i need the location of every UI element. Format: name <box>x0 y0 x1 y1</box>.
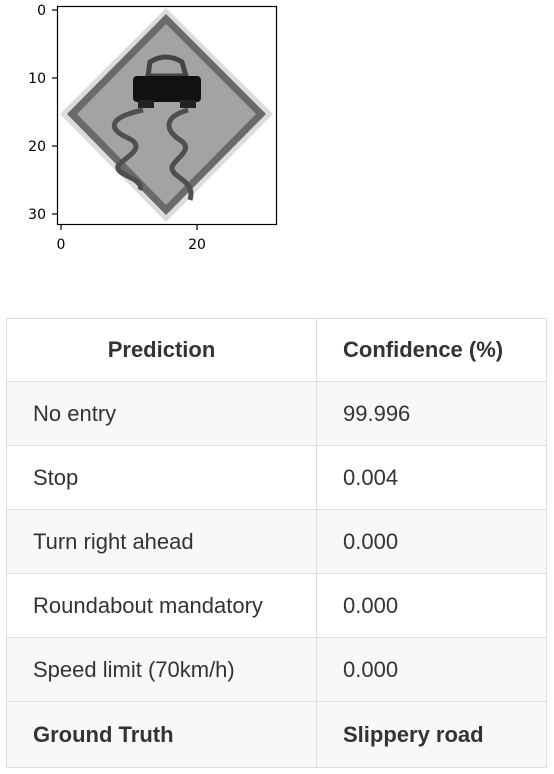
image-plot: 0 10 20 30 0 20 <box>0 0 300 262</box>
ground-truth-row: Ground Truth Slippery road <box>6 701 547 768</box>
prediction-cell: Turn right ahead <box>6 509 317 574</box>
y-tick-label: 10 <box>28 71 46 87</box>
image-plot-svg: 0 10 20 30 0 20 <box>28 3 278 253</box>
prediction-table: Prediction Confidence (%) No entry 99.99… <box>6 318 547 768</box>
table-row: Stop 0.004 <box>6 445 547 510</box>
confidence-header: Confidence (%) <box>316 318 547 382</box>
ground-truth-label: Ground Truth <box>6 701 317 768</box>
x-axis: 0 20 <box>57 224 206 253</box>
table-row: Speed limit (70km/h) 0.000 <box>6 637 547 702</box>
prediction-cell: Stop <box>6 445 317 510</box>
y-axis: 0 10 20 30 <box>28 3 58 223</box>
y-tick-label: 0 <box>37 3 46 19</box>
table-row: No entry 99.996 <box>6 381 547 446</box>
prediction-cell: Roundabout mandatory <box>6 573 317 638</box>
table-row: Roundabout mandatory 0.000 <box>6 573 547 638</box>
confidence-cell: 0.004 <box>316 445 547 510</box>
table-header-row: Prediction Confidence (%) <box>6 318 547 382</box>
prediction-cell: No entry <box>6 381 317 446</box>
table-row: Turn right ahead 0.000 <box>6 509 547 574</box>
confidence-cell: 0.000 <box>316 573 547 638</box>
confidence-cell: 0.000 <box>316 509 547 574</box>
prediction-cell: Speed limit (70km/h) <box>6 637 317 702</box>
slippery-road-sign-icon <box>60 8 273 222</box>
y-tick-label: 20 <box>28 139 46 155</box>
confidence-cell: 0.000 <box>316 637 547 702</box>
confidence-cell: 99.996 <box>316 381 547 446</box>
y-tick-label: 30 <box>28 207 46 223</box>
x-tick-label: 20 <box>188 237 206 253</box>
ground-truth-value: Slippery road <box>316 701 547 768</box>
prediction-header: Prediction <box>6 318 317 382</box>
x-tick-label: 0 <box>57 237 66 253</box>
